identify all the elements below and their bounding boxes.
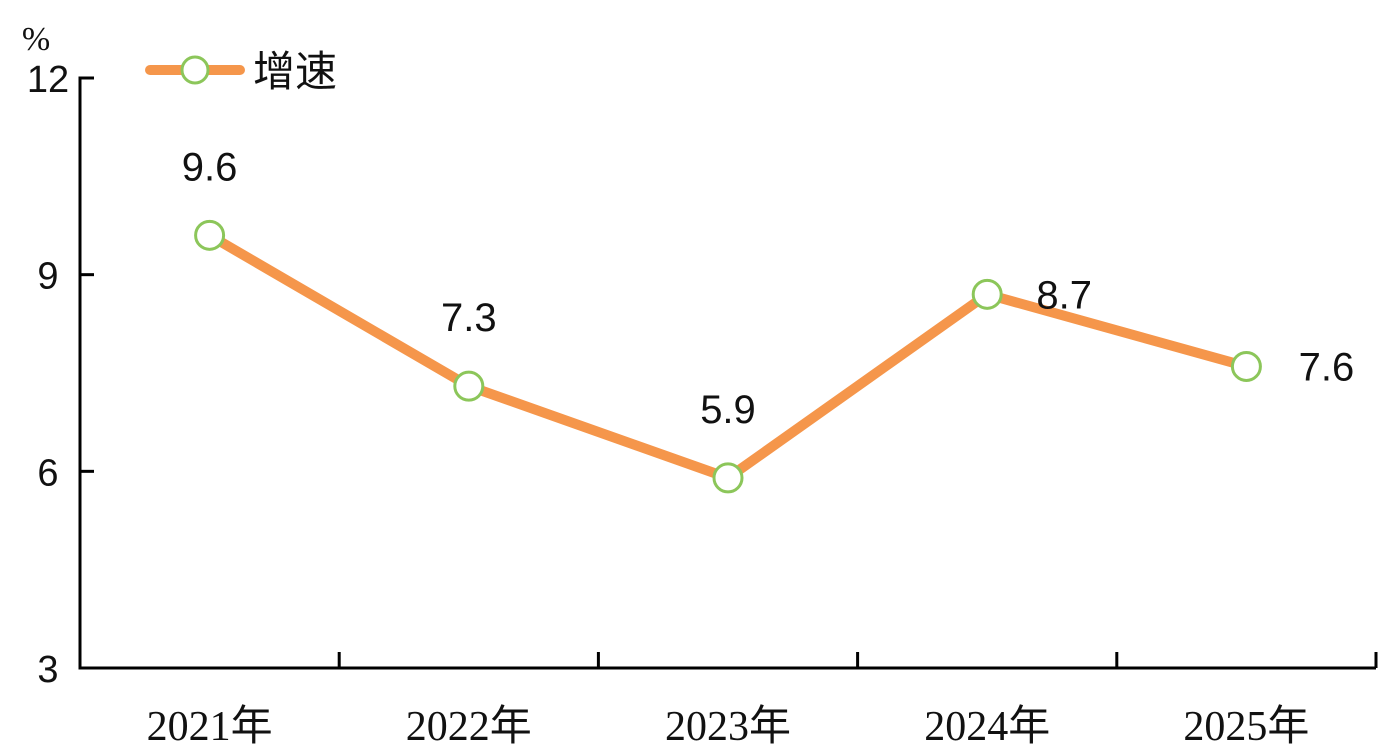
legend-label: 增速	[253, 48, 337, 95]
series-line	[204, 230, 1252, 483]
x-tick-label: 2025年	[1183, 703, 1309, 750]
data-point-marker	[194, 219, 226, 251]
axes	[78, 78, 1376, 670]
legend: 增速	[145, 48, 337, 95]
data-label: 7.3	[441, 296, 497, 340]
legend-marker-swatch	[180, 55, 210, 85]
y-axis-unit-label: %	[22, 21, 50, 58]
y-tick-label: 6	[37, 452, 58, 494]
y-tick-label: 9	[37, 256, 58, 298]
data-point-marker	[453, 370, 485, 402]
data-point-marker	[971, 278, 1003, 310]
data-label: 7.6	[1299, 345, 1355, 389]
data-points	[194, 219, 1262, 494]
data-point-marker	[712, 462, 744, 494]
data-label: 8.7	[1036, 273, 1092, 317]
x-axis-ticks: 2021年 2022年 2023年 2024年 2025年	[147, 652, 1378, 750]
x-tick-label: 2023年	[665, 703, 791, 750]
x-tick-label: 2022年	[406, 703, 532, 750]
y-tick-label: 12	[27, 59, 69, 101]
data-labels: 9.6 7.3 5.9 8.7 7.6	[182, 145, 1354, 432]
data-point-marker	[1230, 350, 1262, 382]
y-tick-label: 3	[37, 649, 58, 691]
data-label: 5.9	[700, 388, 756, 432]
data-label: 9.6	[182, 145, 238, 189]
y-axis-ticks: 3 6 9 12	[27, 59, 94, 691]
x-tick-label: 2021年	[147, 703, 273, 750]
x-tick-label: 2024年	[924, 703, 1050, 750]
series-line-group	[204, 230, 1252, 483]
